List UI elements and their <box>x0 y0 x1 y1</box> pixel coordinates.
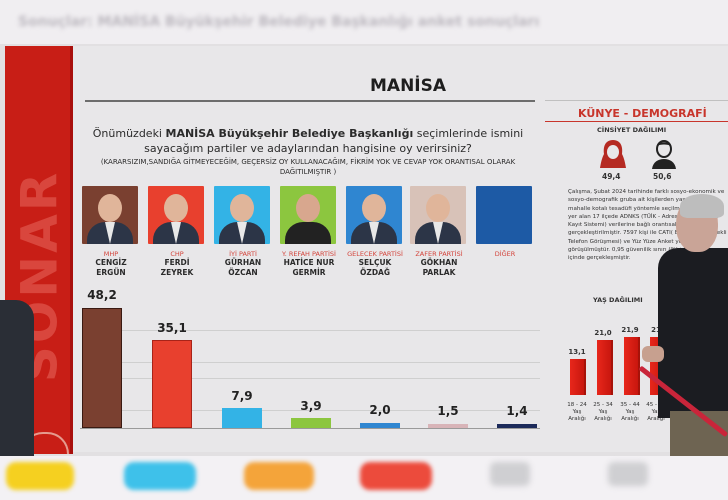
age-bar <box>624 337 638 395</box>
party-label: İYİ PARTİ <box>229 250 257 258</box>
candidate-card-other: DİĞER <box>476 186 534 258</box>
other-label: DİĞER <box>494 250 516 258</box>
blurred-headline: Sonuçlar: MANİSA Büyükşehir Belediye Baş… <box>18 14 540 30</box>
candidate-photo <box>214 186 270 244</box>
bar-mhp <box>82 308 122 428</box>
candidate-name: CENGİZ ERGÜN <box>95 258 127 277</box>
candidate-row: MHP CENGİZ ERGÜN CHP FERDİ ZEYREK İYİ PA… <box>80 186 540 286</box>
age-chart-title: YAŞ DAĞILIMI <box>593 296 643 304</box>
party-label: MHP <box>103 250 119 258</box>
bar-value: 1,4 <box>506 404 528 418</box>
bar-value: 48,2 <box>87 288 117 302</box>
vote-bar-chart: 48,2 35,1 7,9 3,9 2,0 1,5 1,4 <box>80 288 545 430</box>
bar-gelecek <box>360 423 400 428</box>
other-swatch <box>476 186 532 244</box>
candidate-card: Y. REFAH PARTİSİ HATİCE NUR GERMİR <box>280 186 338 278</box>
ticker-pill-yellow <box>6 462 74 490</box>
bar-value: 35,1 <box>157 321 187 335</box>
male-value: 50,6 <box>653 172 672 181</box>
bar-value: 7,9 <box>231 389 253 403</box>
candidate-name: GÖKHAN PARLAK <box>420 258 458 277</box>
bar-diger <box>497 424 537 428</box>
candidate-card: GELECEK PARTİSİ SELÇUK ÖZDAĞ <box>346 186 404 278</box>
question-text: Önümüzdeki MANİSA Büyükşehir Belediye Ba… <box>92 127 524 155</box>
party-label: GELECEK PARTİSİ <box>347 250 403 258</box>
age-value: 21 <box>651 326 661 334</box>
bar-value: 3,9 <box>300 399 322 413</box>
age-bar <box>570 359 584 395</box>
methodology-text: Çalışma, Şubat 2024 tarihinde farklı sos… <box>568 189 728 262</box>
bar-value: 1,5 <box>437 404 459 418</box>
candidate-name: SELÇUK ÖZDAĞ <box>358 258 392 277</box>
party-label: CHP <box>170 250 184 258</box>
male-icon <box>652 140 676 169</box>
bar-yrp <box>291 418 331 428</box>
candidate-card: MHP CENGİZ ERGÜN <box>82 186 140 278</box>
gender-title: CİNSİYET DAĞILIMI <box>597 126 667 134</box>
age-label: 35 - 44 Yaş Aralığı <box>620 402 640 422</box>
candidate-photo <box>346 186 402 244</box>
bar-chp <box>152 340 192 428</box>
page-title: MANİSA <box>370 76 447 96</box>
demographics-divider <box>545 121 728 122</box>
title-divider <box>85 100 535 102</box>
age-label: 18 - 24 Yaş Aralığı <box>567 402 587 422</box>
female-icon <box>600 140 626 168</box>
ticker-gray-item <box>490 462 530 486</box>
demographics-title: KÜNYE - DEMOGRAFİ <box>578 107 707 120</box>
presenter-right <box>642 194 728 456</box>
bar-iyi <box>222 408 262 428</box>
age-value: 21,9 <box>621 326 639 334</box>
top-caption-bar: Sonuçlar: MANİSA Büyükşehir Belediye Baş… <box>0 0 728 44</box>
ticker-gray-item <box>608 462 648 486</box>
age-bar <box>597 340 611 395</box>
candidate-photo <box>280 186 336 244</box>
candidate-photo <box>82 186 138 244</box>
age-label: 25 - 34 Yaş Aralığı <box>593 402 613 422</box>
ticker-pill-orange <box>244 462 314 490</box>
age-value: 21,0 <box>594 329 612 337</box>
candidate-name: FERDİ ZEYREK <box>160 258 194 277</box>
demo-top-divider <box>545 100 728 101</box>
bar-zafer <box>428 424 468 428</box>
question-note: (KARARSIZIM,SANDIĞA GİTMEYECEĞİM, GEÇERS… <box>100 158 516 176</box>
female-value: 49,4 <box>602 172 621 181</box>
candidate-photo <box>410 186 466 244</box>
bottom-ticker <box>0 456 728 500</box>
party-label: ZAFER PARTİSİ <box>415 250 463 258</box>
ticker-pill-blue <box>124 462 196 490</box>
candidate-card: ZAFER PARTİSİ GÖKHAN PARLAK <box>410 186 468 278</box>
candidate-name: GÜRHAN ÖZCAN <box>224 258 262 277</box>
age-value: 13,1 <box>568 348 586 356</box>
ticker-pill-red <box>360 462 432 490</box>
party-label: Y. REFAH PARTİSİ <box>282 250 336 258</box>
candidate-card: CHP FERDİ ZEYREK <box>148 186 206 278</box>
bar-value: 2,0 <box>369 403 391 417</box>
candidate-card: İYİ PARTİ GÜRHAN ÖZCAN <box>214 186 272 278</box>
survey-question: Önümüzdeki MANİSA Büyükşehir Belediye Ba… <box>88 126 528 177</box>
age-label: 45 - 54 Yaş Aralığı <box>646 402 666 422</box>
candidate-photo <box>148 186 204 244</box>
presenter-left <box>0 300 34 456</box>
candidate-name: HATİCE NUR GERMİR <box>283 258 335 277</box>
